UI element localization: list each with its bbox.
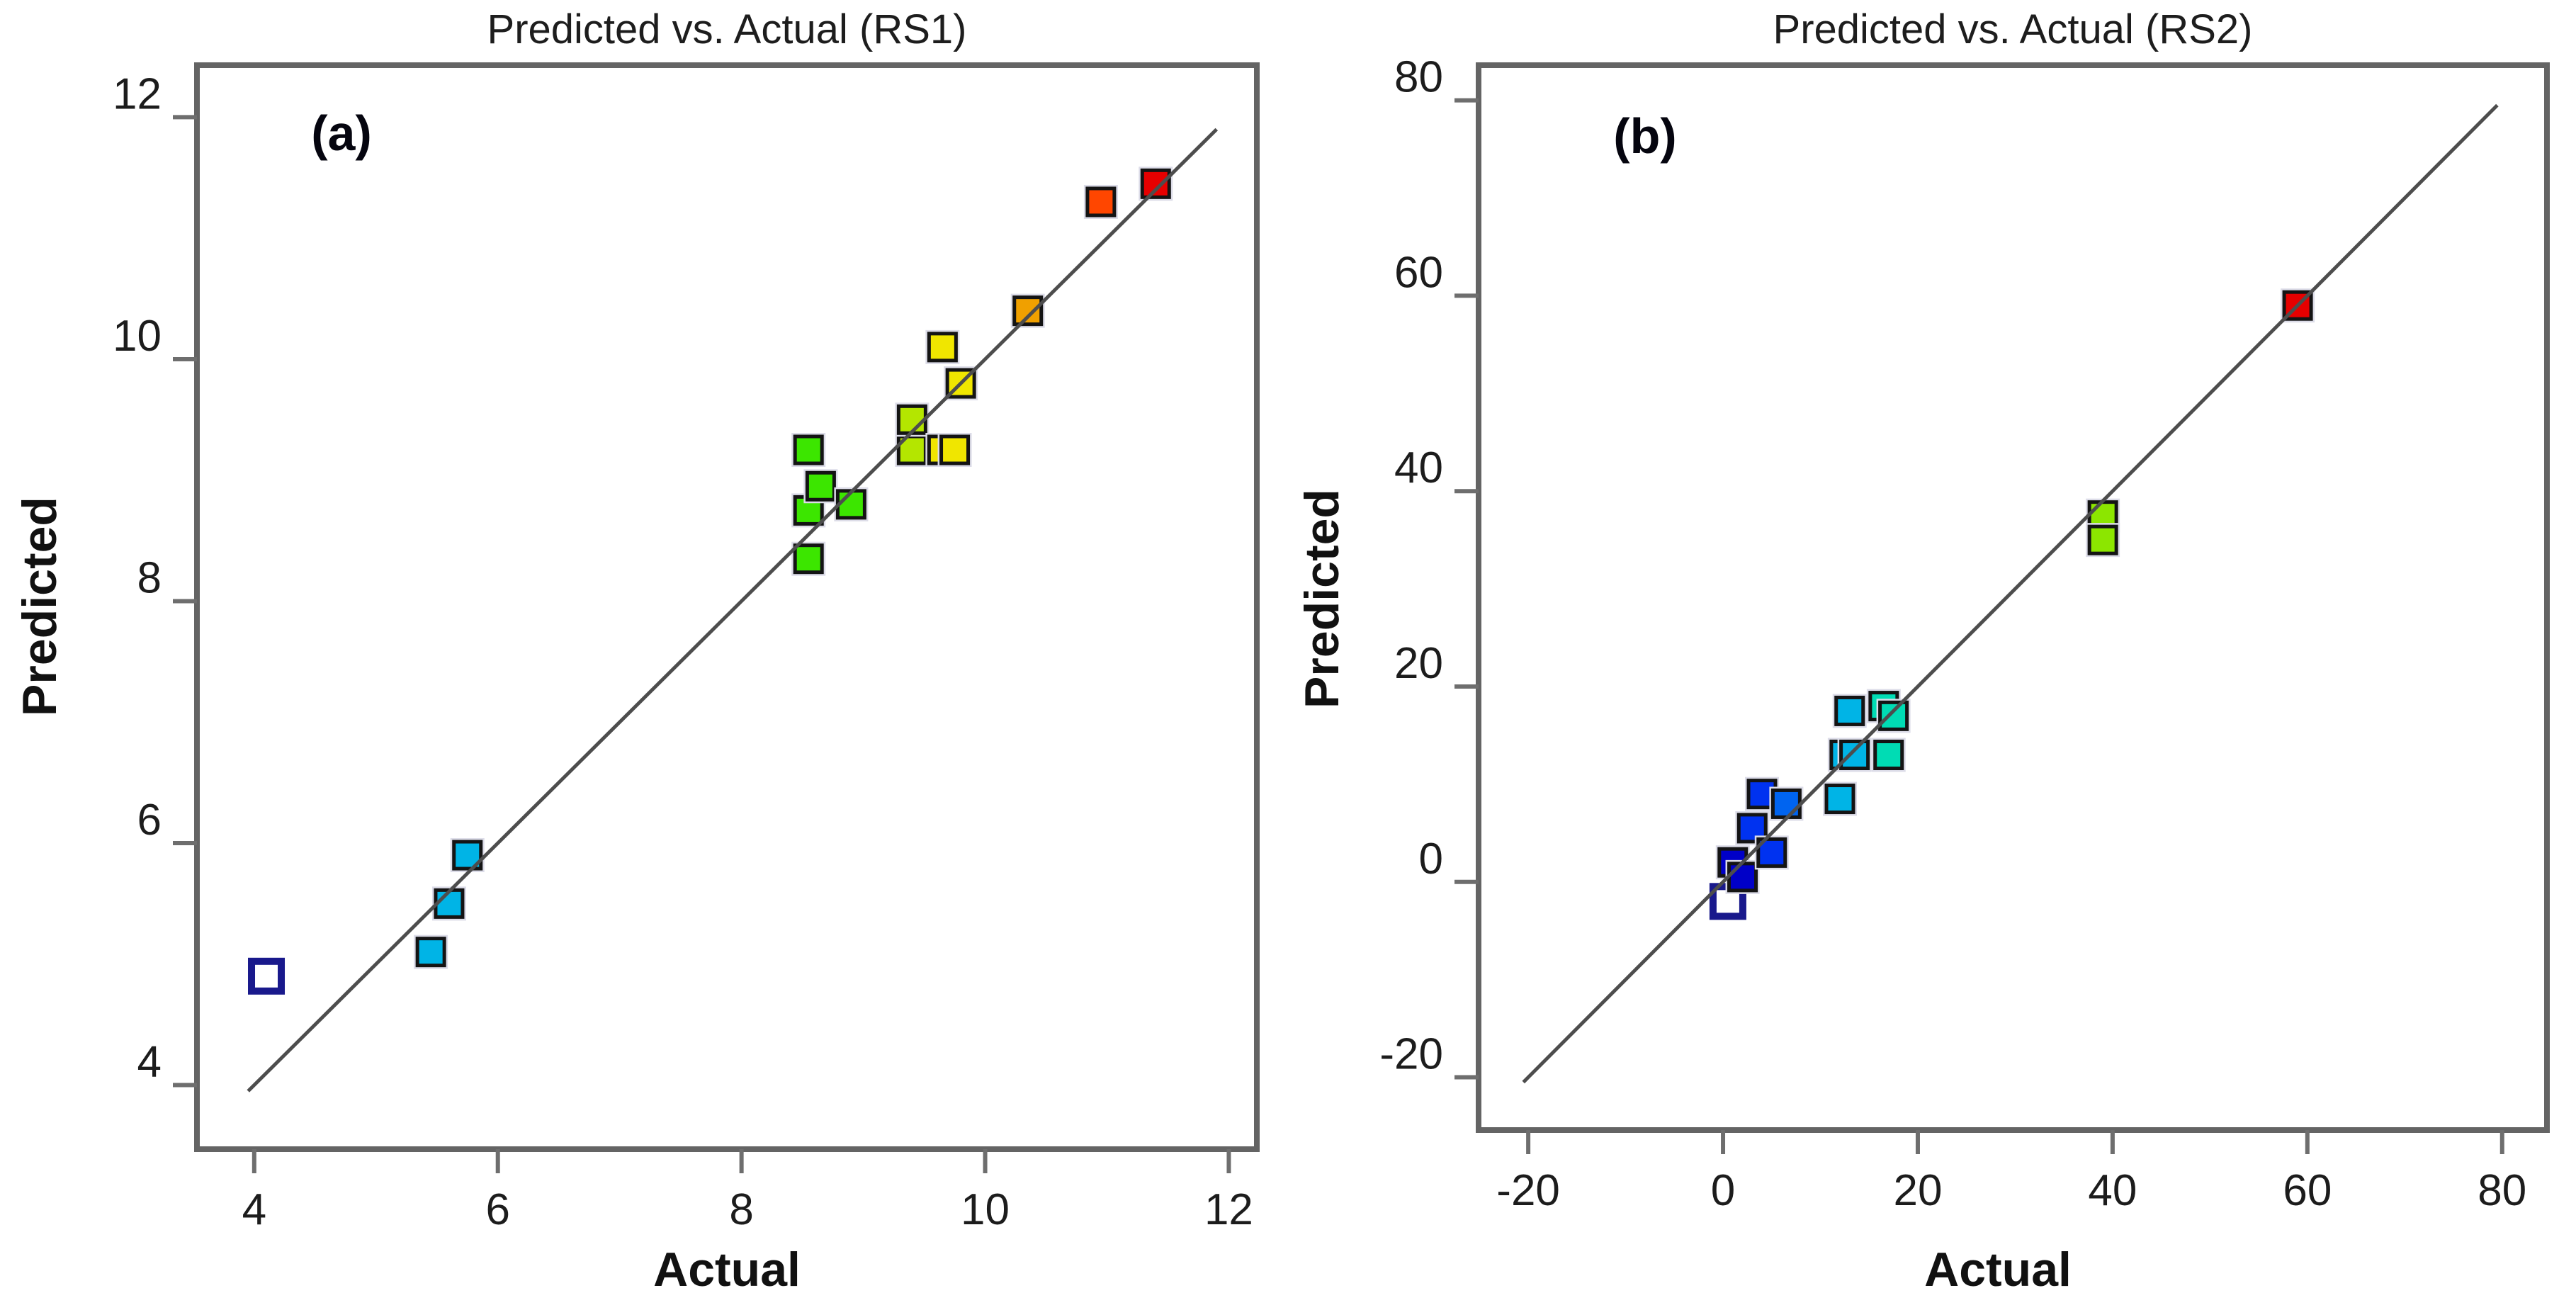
- data-point-marker: [1878, 700, 1909, 731]
- data-point-marker: [1824, 784, 1855, 815]
- chart-b-x-axis-label: Actual: [1924, 1243, 2072, 1297]
- data-point-marker: [1770, 788, 1802, 819]
- data-point-marker: [1085, 186, 1117, 218]
- scatter-panel-a: 4 6 8 10 12 4 6 8 10 12: [113, 62, 1260, 1234]
- x-tick-label: 40: [2088, 1166, 2137, 1215]
- data-point-marker: [896, 404, 927, 435]
- y-tick-label: 0: [1419, 835, 1443, 883]
- x-tick-label: 8: [729, 1185, 753, 1234]
- x-axis-ticks: -20 0 20 40 60 80: [1496, 1130, 2526, 1215]
- x-tick-label: 20: [1893, 1166, 1942, 1215]
- data-point-marker: [415, 937, 446, 968]
- x-tick-label: 6: [485, 1185, 509, 1234]
- identity-line: [247, 128, 1219, 1092]
- scatter-panel-b: -20 0 20 40 60 80 -20 0 20 40 60 80: [1379, 53, 2550, 1215]
- data-point-marker: [1839, 740, 1870, 771]
- x-tick-label: 4: [242, 1185, 266, 1234]
- x-tick-label: 12: [1204, 1185, 1253, 1234]
- data-point-marker: [1873, 740, 1904, 771]
- x-tick-label: 0: [1711, 1166, 1735, 1215]
- x-tick-label: -20: [1496, 1166, 1560, 1215]
- data-point-marker-open: [248, 957, 286, 995]
- data-point-marker: [939, 434, 971, 465]
- y-axis-ticks: -20 0 20 40 60 80: [1379, 53, 1479, 1080]
- y-tick-label: -20: [1379, 1030, 1443, 1079]
- identity-line: [1522, 103, 2499, 1084]
- data-point-marker: [2087, 524, 2118, 555]
- data-points: [1709, 288, 2315, 920]
- data-point-marker: [805, 470, 836, 502]
- y-tick-label: 40: [1394, 444, 1443, 492]
- y-tick-label: 20: [1394, 639, 1443, 688]
- panel-a-letter: (a): [311, 106, 372, 161]
- data-point-marker: [1727, 862, 1758, 893]
- data-point-marker: [927, 332, 958, 363]
- y-tick-label: 8: [137, 553, 162, 602]
- chart-b-title: Predicted vs. Actual (RS2): [1773, 6, 2253, 52]
- x-tick-label: 10: [961, 1185, 1010, 1234]
- data-point-marker: [1834, 695, 1865, 726]
- y-axis-ticks: 4 6 8 10 12: [113, 69, 197, 1088]
- y-tick-label: 12: [113, 69, 162, 118]
- y-tick-label: 4: [137, 1037, 162, 1086]
- data-points: [248, 166, 1173, 995]
- data-point-marker: [434, 888, 465, 919]
- chart-a-y-axis-label: Predicted: [13, 497, 67, 716]
- plot-box: [194, 62, 1260, 1152]
- chart-a-title: Predicted vs. Actual (RS1): [487, 6, 967, 52]
- chart-a-x-axis-label: Actual: [653, 1243, 801, 1297]
- x-axis-ticks: 4 6 8 10 12: [242, 1149, 1253, 1234]
- y-tick-label: 60: [1394, 248, 1443, 297]
- data-point-marker: [793, 434, 824, 465]
- chart-b-y-axis-label: Predicted: [1295, 489, 1349, 708]
- data-point-marker: [793, 543, 824, 575]
- y-tick-label: 6: [137, 796, 162, 845]
- y-tick-label: 80: [1394, 53, 1443, 102]
- x-tick-label: 60: [2283, 1166, 2332, 1215]
- x-tick-label: 80: [2478, 1166, 2526, 1215]
- data-point-marker: [835, 489, 866, 520]
- panel-b-letter: (b): [1613, 108, 1677, 164]
- data-point-marker: [1012, 295, 1044, 327]
- data-point-marker: [1140, 168, 1171, 199]
- plot-box: [1476, 62, 2550, 1133]
- y-tick-label: 10: [113, 312, 162, 361]
